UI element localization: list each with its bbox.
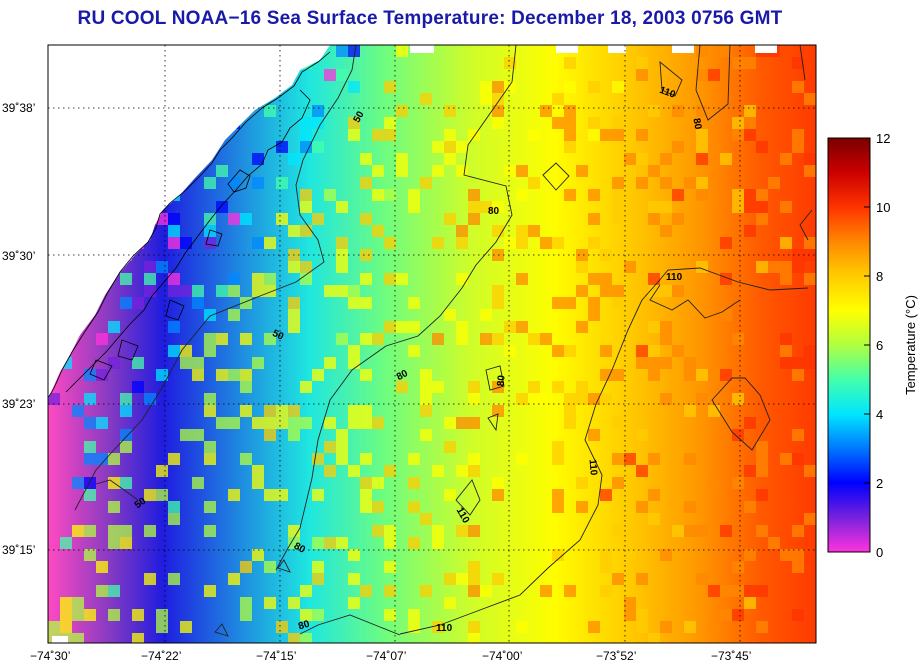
- colorbar-scale: [827, 137, 871, 553]
- x-tick-label: −73˚52’: [596, 649, 636, 663]
- x-tick-label: −74˚22’: [141, 649, 181, 663]
- contour-label: 110: [658, 85, 677, 101]
- y-tick-label: 39˚30’: [2, 249, 35, 263]
- x-tick-label: −74˚15’: [256, 649, 296, 663]
- contour-label: 80: [496, 374, 508, 386]
- x-axis-labels: −74˚30’ −74˚22’ −74˚15’ −74˚07’ −74˚00’ …: [30, 649, 751, 663]
- x-tick-label: −74˚30’: [30, 649, 70, 663]
- colorbar-tick-label: 12: [876, 131, 890, 146]
- y-tick-label: 39˚15’: [2, 543, 35, 557]
- contour-label: 80: [488, 206, 500, 217]
- y-tick-label: 39˚23’: [2, 397, 35, 411]
- contour-label: 50: [352, 109, 367, 125]
- contour-labels: 50 50 50 80 80 80 80 80 80 110 110 110 1…: [133, 85, 703, 634]
- contour-label: 50: [270, 328, 285, 343]
- colorbar-tick-label: 2: [876, 476, 883, 491]
- land-mass: [48, 45, 330, 400]
- map-frame: [47, 44, 817, 644]
- contour-label: 80: [395, 368, 410, 383]
- x-tick-label: −74˚00’: [482, 649, 522, 663]
- contour-label: 110: [436, 623, 453, 634]
- x-tick-label: −74˚07’: [366, 649, 406, 663]
- colorbar-tick-label: 4: [876, 407, 883, 422]
- colorbar-ticks: 0 2 4 6 8 10 12: [864, 131, 890, 560]
- contour-label: 110: [586, 459, 598, 476]
- colorbar-tick-label: 10: [876, 200, 890, 215]
- colorbar-tick-label: 6: [876, 338, 883, 353]
- contour-label: 80: [292, 541, 308, 556]
- contour-label: 80: [690, 117, 703, 130]
- y-axis-labels: 39˚38’ 39˚30’ 39˚23’ 39˚15’: [2, 101, 35, 557]
- contour-label: 110: [666, 272, 683, 283]
- colorbar-tick-label: 8: [876, 269, 883, 284]
- colorbar-label: Temperature (°C): [903, 295, 918, 395]
- colorbar-tick-label: 0: [876, 545, 883, 560]
- graticule: [48, 45, 816, 643]
- y-tick-label: 39˚38’: [2, 101, 35, 115]
- coastline: [48, 51, 331, 399]
- colorbar: 0 2 4 6 8 10 12 Temperature (°C): [827, 131, 918, 560]
- contour-lines: [74, 45, 813, 637]
- map-title: RU COOL NOAA−16 Sea Surface Temperature:…: [77, 8, 783, 29]
- map-area: 50 50 50 80 80 80 80 80 80 110 110 110 1…: [48, 45, 816, 643]
- x-tick-label: −73˚45’: [711, 649, 751, 663]
- contour-label: 80: [297, 618, 311, 632]
